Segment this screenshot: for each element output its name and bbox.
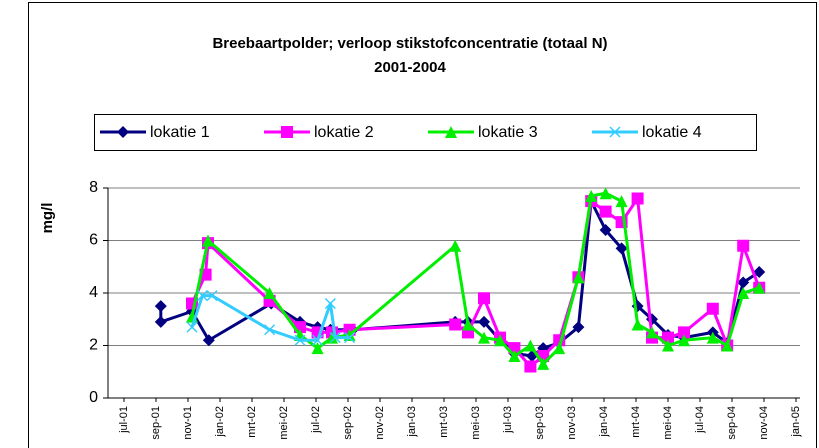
marker (324, 297, 336, 310)
marker (494, 334, 506, 347)
marker (329, 332, 341, 344)
marker (631, 192, 644, 205)
series-line (190, 194, 761, 369)
legend-marker (609, 126, 621, 138)
x-tick-label: mei-02 (278, 406, 290, 440)
x-tick-label: jan-03 (406, 406, 418, 438)
legend-marker (117, 126, 129, 138)
marker (154, 315, 167, 328)
y-tick-label: 8 (89, 179, 98, 196)
chart-border (28, 2, 817, 448)
legend-marker (445, 126, 457, 138)
marker (478, 331, 490, 344)
marker (206, 290, 218, 302)
marker (662, 339, 674, 352)
marker (646, 326, 658, 339)
legend-label: lokatie 2 (314, 124, 374, 141)
marker (585, 189, 598, 202)
marker (572, 271, 585, 284)
marker (202, 234, 214, 247)
marker (678, 326, 690, 339)
marker (344, 332, 356, 344)
marker (615, 242, 628, 255)
legend-label: lokatie 3 (478, 124, 538, 141)
marker (263, 287, 276, 299)
marker (508, 350, 521, 362)
x-tick-label: jan-05 (790, 406, 802, 438)
marker (737, 276, 750, 289)
marker (524, 360, 537, 373)
marker (154, 300, 167, 313)
marker (312, 334, 324, 346)
marker (737, 239, 750, 252)
x-tick-label: sep-03 (534, 406, 546, 440)
marker (615, 195, 628, 208)
x-tick-label: jan-02 (214, 406, 226, 438)
x-tick-label: nov-04 (758, 406, 770, 440)
marker (753, 281, 766, 294)
marker (524, 339, 537, 352)
marker (662, 331, 674, 344)
marker (706, 302, 719, 315)
marker (572, 321, 585, 334)
marker (599, 224, 612, 236)
legend-label: lokatie 4 (642, 124, 702, 141)
marker (553, 342, 566, 355)
marker (264, 324, 276, 336)
marker (706, 331, 719, 344)
x-tick-label: sep-04 (726, 406, 738, 440)
chart-subtitle: 2001-2004 (374, 59, 446, 76)
x-tick-label: nov-03 (566, 406, 578, 440)
marker (449, 239, 462, 252)
chart-title: Breebaartpolder; verloop stikstofconcent… (212, 35, 607, 52)
marker (678, 334, 690, 347)
y-tick-label: 2 (89, 337, 98, 354)
x-tick-label: sep-01 (150, 406, 162, 440)
marker (294, 334, 306, 346)
legend-box (94, 114, 757, 151)
x-tick-label: nov-02 (374, 406, 386, 440)
x-tick-label: mei-03 (470, 406, 482, 440)
marker (537, 357, 550, 370)
marker (631, 318, 644, 331)
marker (186, 321, 198, 333)
marker (449, 318, 462, 331)
x-tick-label: mrt-04 (630, 406, 642, 438)
marker (202, 334, 215, 347)
x-tick-label: sep-02 (342, 406, 354, 440)
x-tick-label: nov-01 (182, 406, 194, 440)
marker (462, 318, 474, 331)
x-tick-label: mei-04 (662, 406, 674, 440)
marker (753, 266, 766, 278)
marker (326, 331, 338, 344)
x-tick-label: mrt-02 (246, 406, 258, 438)
marker (737, 287, 750, 299)
x-tick-label: jul-01 (118, 406, 130, 434)
x-tick-label: jul-04 (694, 406, 706, 434)
marker (478, 315, 490, 328)
y-tick-label: 6 (89, 232, 98, 249)
marker (196, 290, 208, 302)
x-tick-label: mrt-03 (438, 406, 450, 438)
legend-marker (281, 126, 293, 138)
marker (599, 205, 612, 218)
x-tick-label: jul-02 (310, 406, 322, 434)
x-tick-label: jul-03 (502, 406, 514, 434)
y-axis-label: mg/l (39, 203, 56, 234)
y-tick-label: 4 (89, 284, 98, 301)
x-tick-label: jan-04 (598, 406, 610, 438)
y-tick-label: 0 (89, 389, 98, 406)
marker (478, 292, 490, 305)
marker (311, 342, 324, 355)
marker (599, 187, 612, 200)
legend-label: lokatie 1 (150, 124, 210, 141)
marker (721, 339, 734, 352)
